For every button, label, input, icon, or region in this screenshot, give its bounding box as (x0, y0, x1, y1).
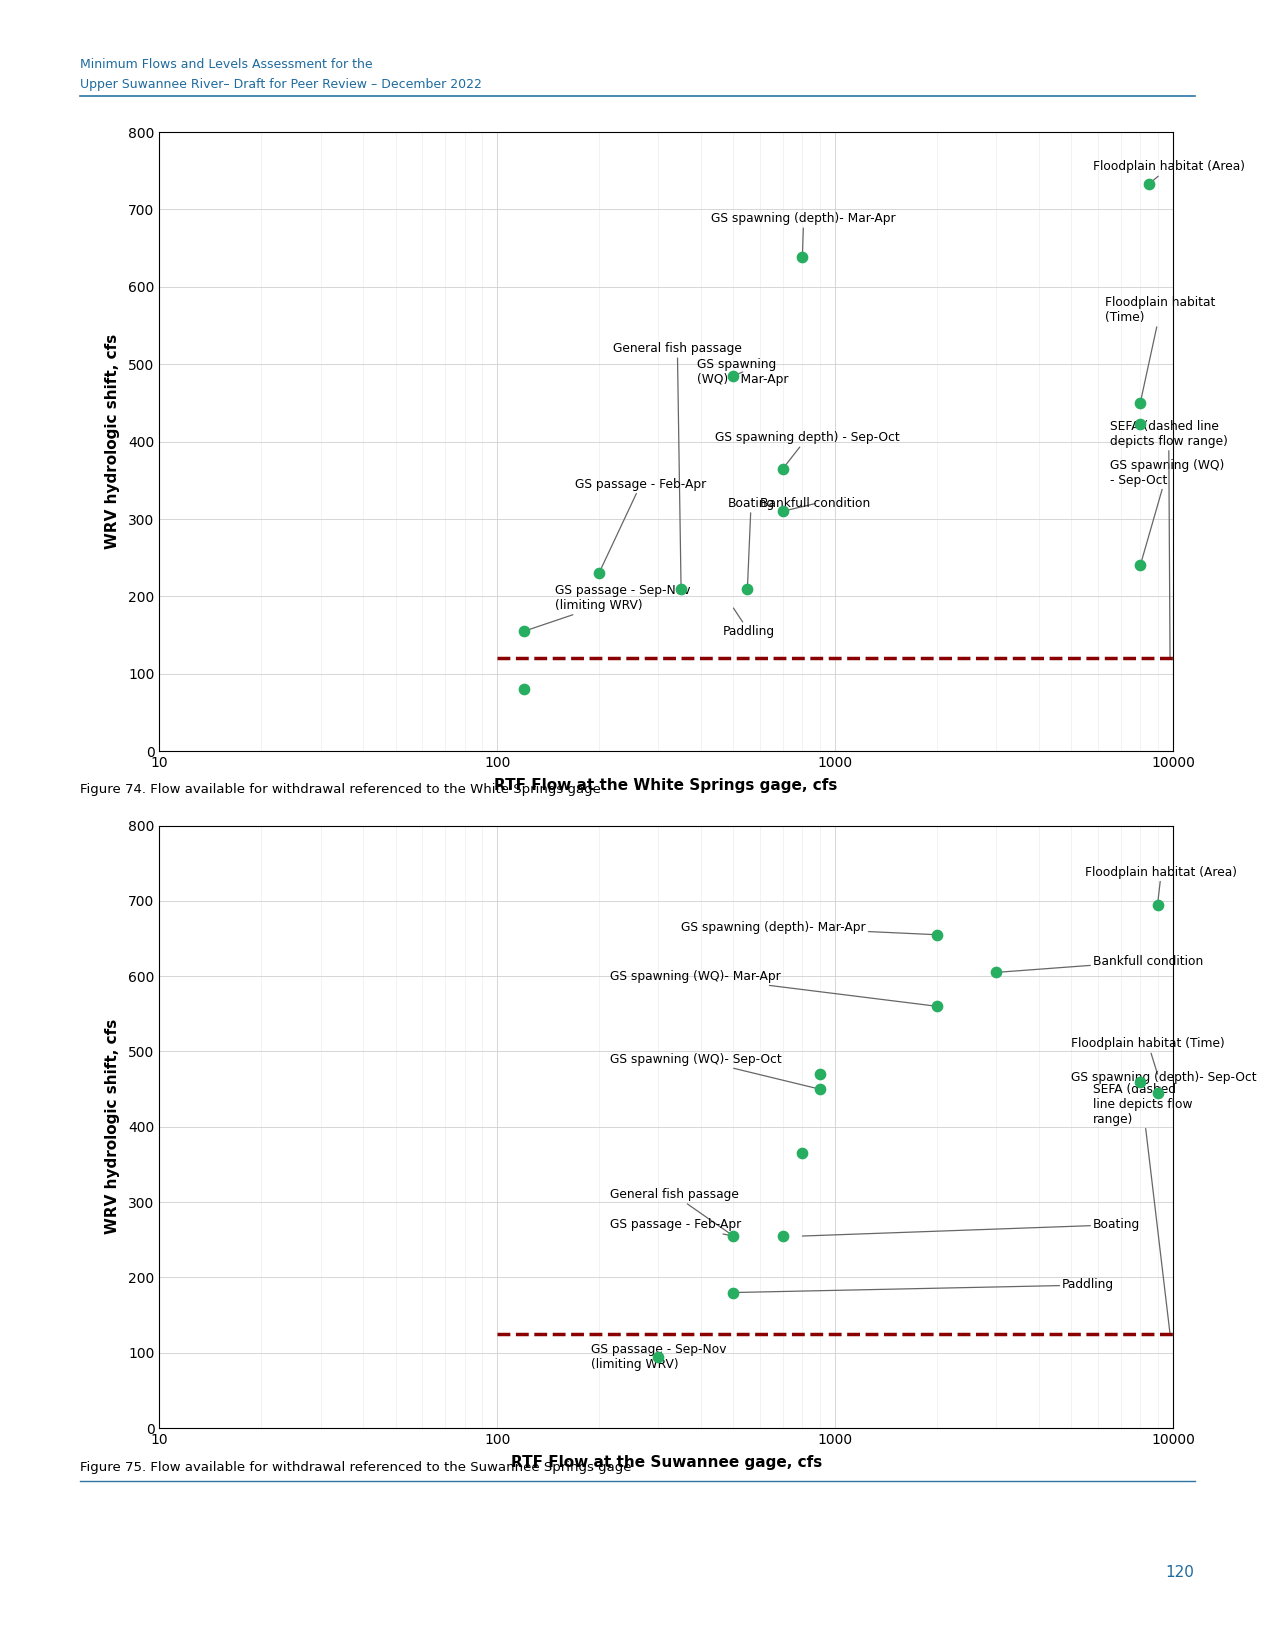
Point (1130, 411, 1150, 438)
Text: GS spawning (WQ)- Sep-Oct: GS spawning (WQ)- Sep-Oct (609, 1053, 820, 1090)
Point (723, 1223, 743, 1250)
Point (927, 994, 947, 1020)
Point (792, 244, 812, 271)
Text: GS passage - Sep-Nov
(limiting WRV): GS passage - Sep-Nov (limiting WRV) (592, 1342, 727, 1370)
Text: Floodplain habitat (Area): Floodplain habitat (Area) (1085, 865, 1237, 905)
Point (723, 1280, 743, 1306)
Text: GS spawning
(WQ) - Mar-Apr: GS spawning (WQ) - Mar-Apr (697, 358, 788, 386)
Text: GS passage - Feb-Apr: GS passage - Feb-Apr (575, 477, 706, 573)
Point (1130, 1068, 1150, 1095)
Text: Paddling: Paddling (733, 1278, 1114, 1293)
Text: GS spawning (WQ)
- Sep-Oct: GS spawning (WQ) - Sep-Oct (1109, 459, 1224, 565)
Point (810, 1076, 830, 1103)
Point (514, 617, 534, 644)
Text: GS spawning (WQ)- Mar-Apr: GS spawning (WQ)- Mar-Apr (609, 969, 937, 1007)
Text: General fish passage: General fish passage (613, 342, 742, 589)
Point (1148, 892, 1168, 918)
Text: GS spawning (depth)- Mar-Apr: GS spawning (depth)- Mar-Apr (711, 213, 896, 258)
Text: GS spawning (depth)- Sep-Oct: GS spawning (depth)- Sep-Oct (1071, 1071, 1257, 1093)
Point (927, 921, 947, 948)
Text: Bankfull condition: Bankfull condition (996, 954, 1204, 972)
Text: SEFA (dashed
line depicts flow
range): SEFA (dashed line depicts flow range) (1093, 1083, 1192, 1334)
Text: Bankfull condition: Bankfull condition (760, 497, 871, 512)
X-axis label: RTF Flow at the White Springs gage, cfs: RTF Flow at the White Springs gage, cfs (495, 778, 838, 794)
Text: GS spawning (depth)- Mar-Apr: GS spawning (depth)- Mar-Apr (681, 921, 937, 934)
Point (773, 1223, 793, 1250)
Text: General fish passage: General fish passage (609, 1189, 738, 1237)
Text: GS spawning depth) - Sep-Oct: GS spawning depth) - Sep-Oct (715, 431, 899, 469)
Point (737, 576, 757, 603)
Text: Figure 74. Flow available for withdrawal referenced to the White Springs gage: Figure 74. Flow available for withdrawal… (80, 783, 602, 796)
Text: Floodplain habitat (Time): Floodplain habitat (Time) (1071, 1037, 1225, 1075)
Text: Minimum Flows and Levels Assessment for the: Minimum Flows and Levels Assessment for … (80, 58, 374, 71)
Point (773, 456, 793, 482)
Point (648, 1344, 668, 1370)
Point (589, 560, 609, 586)
Text: Boating: Boating (802, 1218, 1140, 1237)
Point (1148, 1080, 1168, 1106)
Point (1130, 551, 1150, 580)
Point (1139, 170, 1159, 196)
Point (723, 363, 743, 390)
Y-axis label: WRV hydrologic shift, cfs: WRV hydrologic shift, cfs (105, 1019, 120, 1235)
X-axis label: RTF Flow at the Suwannee gage, cfs: RTF Flow at the Suwannee gage, cfs (510, 1455, 822, 1471)
Text: SEFA (dashed line
depicts flow range): SEFA (dashed line depicts flow range) (1109, 419, 1228, 659)
Text: Figure 75. Flow available for withdrawal referenced to the Suwannee Springs gage: Figure 75. Flow available for withdrawal… (80, 1461, 632, 1474)
Point (792, 1139, 812, 1166)
Point (810, 1062, 830, 1088)
Text: Upper Suwannee River– Draft for Peer Review – December 2022: Upper Suwannee River– Draft for Peer Rev… (80, 78, 482, 91)
Text: Boating: Boating (728, 497, 775, 589)
Text: Floodplain habitat (Area): Floodplain habitat (Area) (1093, 160, 1246, 183)
Y-axis label: WRV hydrologic shift, cfs: WRV hydrologic shift, cfs (105, 334, 120, 550)
Point (986, 959, 1006, 986)
Point (1130, 390, 1150, 416)
Point (514, 677, 534, 703)
Text: Floodplain habitat
(Time): Floodplain habitat (Time) (1105, 296, 1215, 403)
Text: 120: 120 (1165, 1565, 1195, 1580)
Point (773, 499, 793, 525)
Text: GS passage - Sep-Nov
(limiting WRV): GS passage - Sep-Nov (limiting WRV) (524, 584, 690, 631)
Point (671, 576, 691, 603)
Text: Paddling: Paddling (723, 608, 775, 637)
Text: GS passage - Feb-Apr: GS passage - Feb-Apr (609, 1218, 741, 1237)
